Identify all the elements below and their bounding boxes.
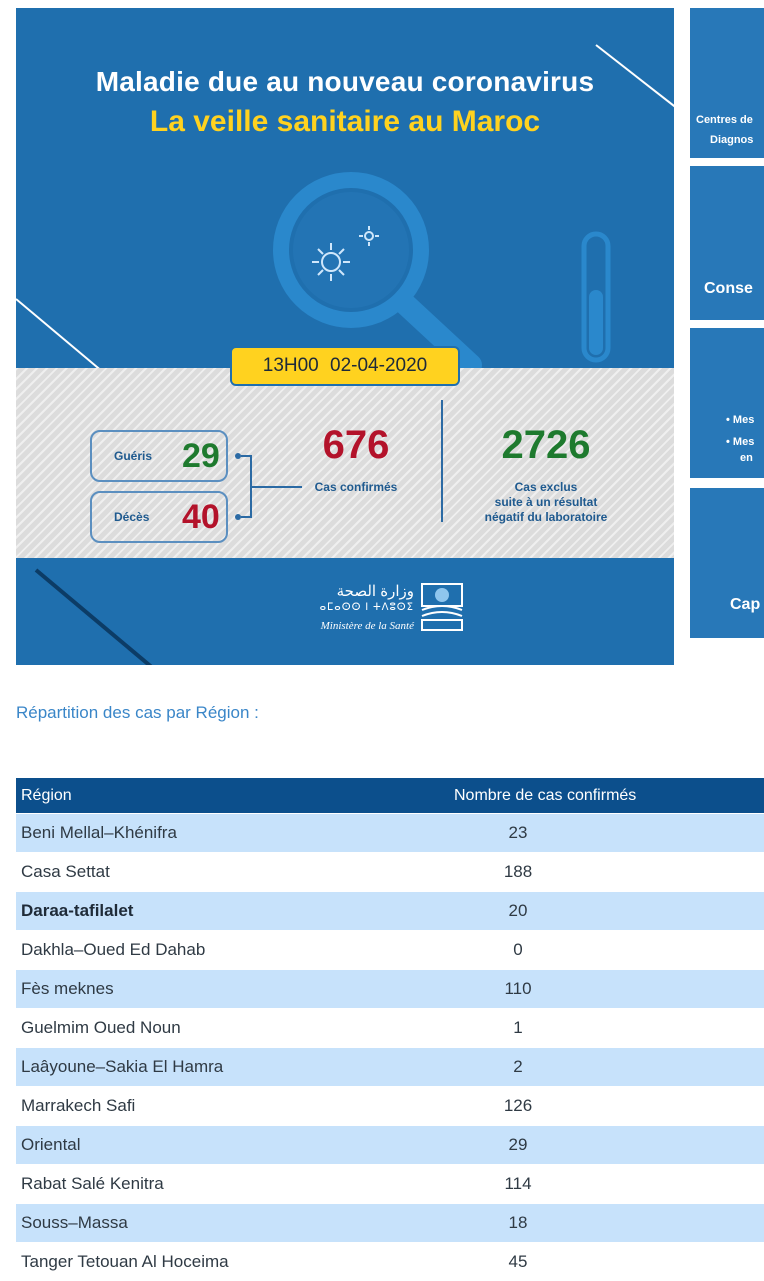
- region-name: Fès meknes: [16, 970, 454, 1009]
- case-count: 45: [454, 1252, 582, 1272]
- advice-label: Conse: [704, 280, 753, 298]
- region-name: Guelmim Oued Noun: [16, 1009, 454, 1048]
- case-count: 23: [454, 823, 582, 843]
- banner-subtitle: La veille sanitaire au Maroc: [16, 105, 674, 139]
- ministry-logo: وزارة الصحة ⴰⵎⴰⵙⵙ ⵏ ⵜⴷⵓⵙⵉ Ministère de l…: [266, 578, 466, 648]
- ministry-name-tifinagh: ⴰⵎⴰⵙⵙ ⵏ ⵜⴷⵓⵙⵉ: [320, 602, 414, 613]
- case-count: 126: [454, 1096, 582, 1116]
- diagnosis-centers-card[interactable]: Centres de Diagnos: [690, 8, 764, 158]
- connector-line: [250, 486, 302, 488]
- confirmed-value: 676: [296, 423, 416, 468]
- ministry-name-arabic: وزارة الصحة: [337, 582, 414, 600]
- excluded-label-line1: Cas exclus: [456, 480, 636, 495]
- decorative-line: [16, 298, 101, 370]
- table-header-row: Région Nombre de cas confirmés: [16, 778, 764, 814]
- recovered-box: Guéris 29: [90, 430, 228, 482]
- diagnosis-centers-line2: Diagnos: [710, 134, 753, 146]
- report-time: 13H00: [263, 355, 319, 376]
- recovered-label: Guéris: [114, 449, 152, 463]
- date-badge: 13H00 02-04-2020: [230, 346, 460, 386]
- header-cases-label: Nombre de cas confirmés: [454, 787, 636, 804]
- region-name: Oriental: [16, 1126, 454, 1165]
- banner-title: Maladie due au nouveau coronavirus: [16, 66, 674, 98]
- case-count: 1: [454, 1018, 582, 1038]
- case-count: 18: [454, 1213, 582, 1233]
- confirmed-label: Cas confirmés: [296, 480, 416, 495]
- region-name: Daraa-tafilalet: [16, 892, 454, 931]
- deaths-box: Décès 40: [90, 491, 228, 543]
- region-name: Beni Mellal–Khénifra: [16, 814, 454, 853]
- report-date: 02-04-2020: [330, 355, 427, 376]
- region-cases-table: Région Nombre de cas confirmés Beni Mell…: [16, 778, 764, 1281]
- region-name: Marrakech Safi: [16, 1087, 454, 1126]
- case-count: 0: [454, 940, 582, 960]
- case-count: 29: [454, 1135, 582, 1155]
- excluded-label-line2: suite à un résultat: [456, 495, 636, 510]
- region-name: Dakhla–Oued Ed Dahab: [16, 931, 454, 970]
- measures-item-2: • Mes: [726, 436, 754, 448]
- excluded-label-line3: négatif du laboratoire: [456, 510, 636, 525]
- case-count: 188: [454, 862, 582, 882]
- case-count: 20: [454, 901, 582, 921]
- ministry-emblem-icon: [418, 580, 466, 634]
- excluded-label: Cas exclus suite à un résultat négatif d…: [456, 480, 636, 525]
- capsule-label: Cap: [730, 596, 760, 614]
- capsule-card[interactable]: Cap: [690, 488, 764, 638]
- region-name: Casa Settat: [16, 853, 454, 892]
- deaths-value: 40: [182, 498, 220, 537]
- corona-infographic: Maladie due au nouveau coronavirus La ve…: [16, 8, 674, 665]
- test-tube-icon: [576, 230, 616, 370]
- header-cases: Nombre de cas confirmés: [454, 778, 764, 814]
- measures-item-1: • Mes: [726, 414, 754, 426]
- section-title: Répartition des cas par Région :: [16, 703, 259, 723]
- region-name: Tanger Tetouan Al Hoceima: [16, 1243, 454, 1281]
- advice-card[interactable]: Conse: [690, 166, 764, 320]
- region-name: Laâyoune–Sakia El Hamra: [16, 1048, 454, 1087]
- case-count: 2: [454, 1057, 582, 1077]
- case-count: 114: [454, 1174, 582, 1194]
- case-count: 110: [454, 979, 582, 999]
- measures-card[interactable]: • Mes • Mes en: [690, 328, 764, 478]
- stats-divider: [441, 400, 443, 522]
- region-name: Rabat Salé Kenitra: [16, 1165, 454, 1204]
- decorative-line: [35, 568, 152, 665]
- recovered-value: 29: [182, 437, 220, 476]
- diagnosis-centers-line1: Centres de: [696, 114, 753, 126]
- measures-item-2-cont: en: [740, 452, 753, 464]
- deaths-label: Décès: [114, 510, 149, 524]
- region-name: Souss–Massa: [16, 1204, 454, 1243]
- excluded-value: 2726: [476, 423, 616, 468]
- ministry-name-french: Ministère de la Santé: [321, 620, 414, 632]
- header-region: Région: [16, 778, 454, 814]
